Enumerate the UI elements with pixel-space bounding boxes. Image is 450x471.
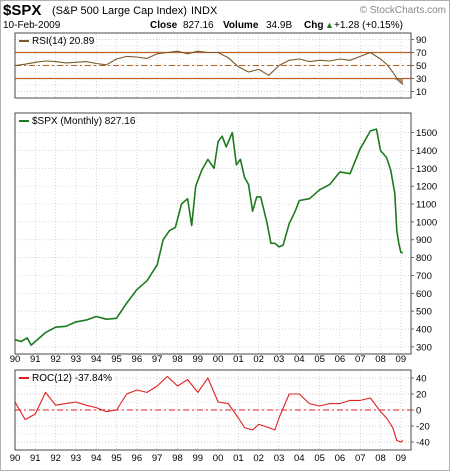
upper-xtick-label: 91: [30, 354, 41, 365]
rsi-ytick-label: 90: [416, 35, 427, 46]
lower-xtick-label: 96: [132, 453, 143, 464]
spx-series-line: [14, 128, 404, 346]
change-label: Chg: [304, 20, 323, 31]
spx-ytick-label: 600: [416, 289, 432, 300]
roc-ytick-label: 20: [416, 390, 427, 401]
lower-xtick-label: 97: [152, 453, 163, 464]
upper-xtick-label: 08: [375, 354, 386, 365]
upper-xtick-label: 01: [233, 354, 244, 365]
lower-xtick-label: 98: [172, 453, 183, 464]
spx-ytick-label: 1200: [416, 182, 437, 193]
lower-xtick-label: 06: [335, 453, 346, 464]
upper-xtick-label: 09: [396, 354, 407, 365]
roc-series-line: [14, 375, 404, 443]
lower-xtick-label: 94: [91, 453, 102, 464]
upper-xtick-label: 00: [213, 354, 224, 365]
roc-ytick-label: 0: [416, 406, 421, 417]
rsi-series-line: [14, 50, 404, 85]
upper-xtick-label: 98: [172, 354, 183, 365]
up-arrow-icon: ▲: [325, 20, 334, 30]
lower-xtick-label: 03: [274, 453, 285, 464]
upper-xtick-label: 05: [314, 354, 325, 365]
spx-ytick-label: 400: [416, 325, 432, 336]
exchange-label: INDX: [191, 5, 218, 17]
lower-xtick-label: 02: [253, 453, 264, 464]
lower-xtick-label: 00: [213, 453, 224, 464]
upper-xtick-label: 93: [71, 354, 82, 365]
roc-ytick-label: 40: [416, 374, 427, 385]
rsi-ytick-label: 30: [416, 74, 427, 85]
upper-xtick-label: 02: [253, 354, 264, 365]
spx-ytick-label: 1400: [416, 146, 437, 157]
chart-date: 10-Feb-2009: [3, 20, 61, 31]
spx-ytick-label: 1100: [416, 200, 436, 211]
lower-xtick-label: 99: [192, 453, 203, 464]
volume-value: 34.9B: [266, 20, 292, 31]
spx-ytick-label: 1500: [416, 128, 437, 139]
lower-xtick-label: 93: [71, 453, 82, 464]
symbol-name: (S&P 500 Large Cap Index): [52, 5, 187, 17]
lower-xtick-label: 91: [30, 453, 41, 464]
lower-xtick-label: 07: [355, 453, 366, 464]
spx-ytick-label: 900: [416, 235, 432, 246]
rsi-ytick-label: 10: [416, 87, 427, 98]
volume-label: Volume: [223, 20, 259, 31]
roc-legend-label: ROC(12) -37.84%: [32, 373, 112, 384]
spx-ytick-label: 1300: [416, 164, 437, 175]
lower-xtick-label: 09: [396, 453, 407, 464]
lower-xtick-label: 01: [233, 453, 244, 464]
rsi-ytick-label: 70: [416, 48, 427, 59]
upper-xtick-label: 92: [50, 354, 61, 365]
upper-xtick-label: 03: [274, 354, 285, 365]
spx-ytick-label: 1000: [416, 217, 437, 228]
spx-legend-label: $SPX (Monthly) 827.16: [32, 116, 136, 127]
upper-xtick-label: 07: [355, 354, 366, 365]
rsi-legend-label: RSI(14) 20.89: [32, 36, 95, 47]
upper-xtick-label: 97: [152, 354, 163, 365]
roc-ytick-label: -40: [416, 438, 430, 449]
spx-panel-frame: [14, 112, 412, 355]
spx-ytick-label: 800: [416, 253, 432, 264]
lower-xtick-label: 90: [10, 453, 21, 464]
lower-xtick-label: 92: [50, 453, 61, 464]
upper-xtick-label: 94: [91, 354, 102, 365]
lower-xtick-label: 95: [111, 453, 122, 464]
roc-ytick-label: -20: [416, 422, 430, 433]
change-value: +1.28 (+0.15%): [334, 20, 403, 31]
symbol-title: $SPX: [3, 2, 41, 19]
upper-xtick-label: 06: [335, 354, 346, 365]
rsi-ytick-label: 50: [416, 61, 427, 72]
lower-xtick-label: 08: [375, 453, 386, 464]
lower-xtick-label: 05: [314, 453, 325, 464]
close-value: 827.16: [183, 20, 214, 31]
upper-xtick-label: 90: [10, 354, 21, 365]
upper-xtick-label: 96: [132, 354, 143, 365]
spx-panel-bg: [15, 113, 411, 354]
upper-xtick-label: 99: [192, 354, 203, 365]
upper-xtick-label: 95: [111, 354, 122, 365]
spx-ytick-label: 300: [416, 342, 432, 353]
close-label: Close: [150, 20, 178, 31]
lower-xtick-label: 04: [294, 453, 305, 464]
spx-ytick-label: 500: [416, 307, 432, 318]
upper-xtick-label: 04: [294, 354, 305, 365]
spx-ytick-label: 700: [416, 271, 432, 282]
watermark: © StockCharts.com: [360, 5, 446, 16]
